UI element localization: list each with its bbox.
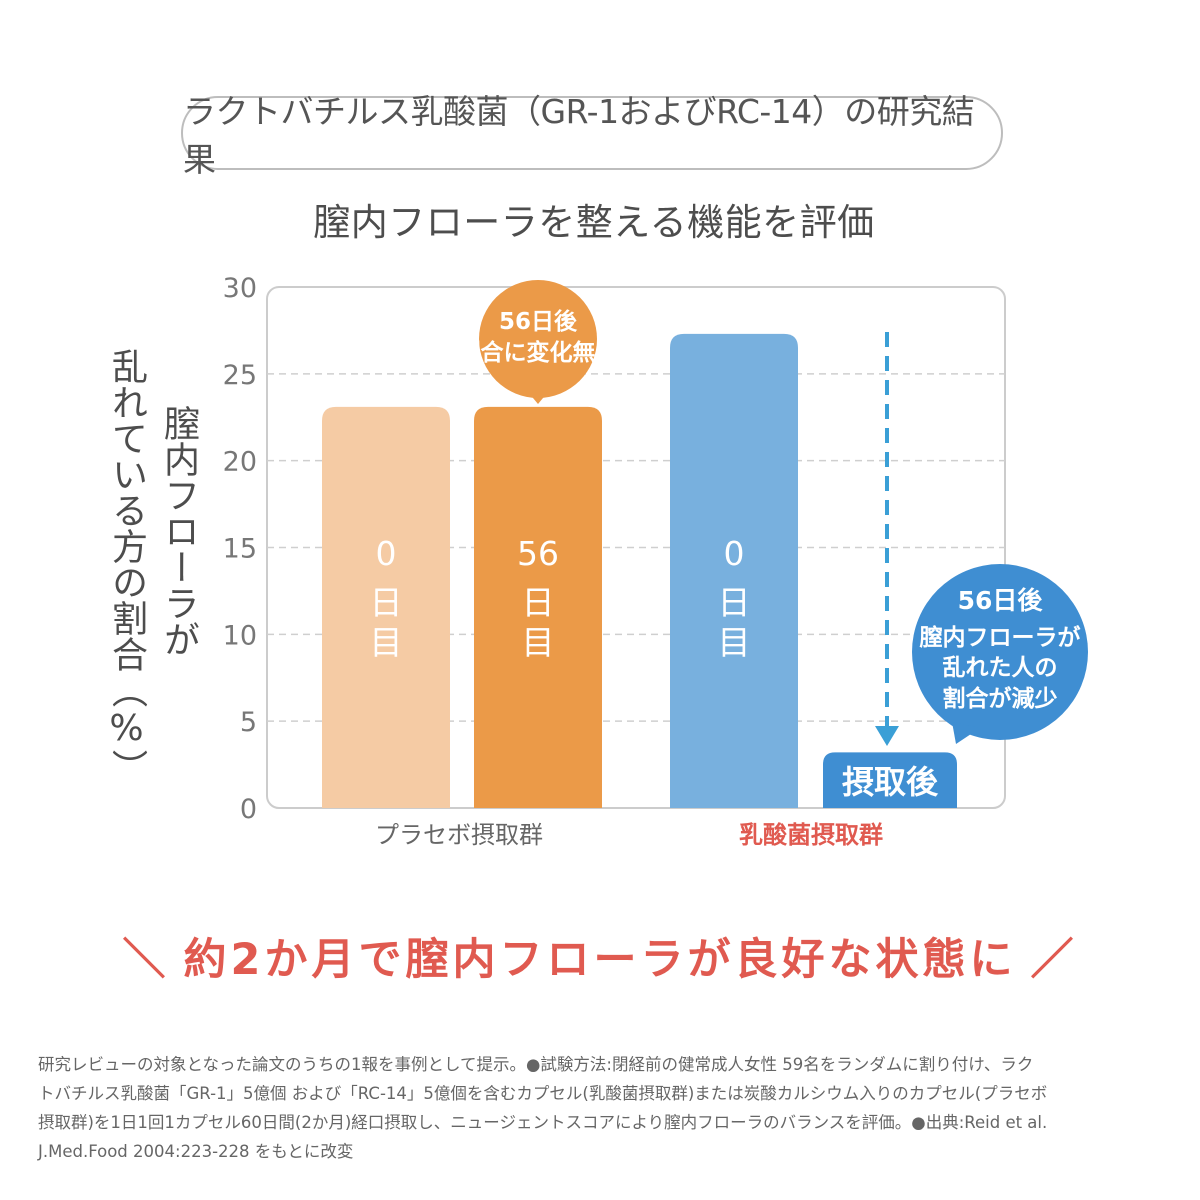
group-label: 乳酸菌摂取群 <box>739 821 883 849</box>
research-title-pill: ラクトバチルス乳酸菌（GR-1およびRC-14）の研究結果 <box>181 92 1003 179</box>
drop-arrow-head <box>875 726 899 746</box>
research-title: ラクトバチルス乳酸菌（GR-1およびRC-14）の研究結果 <box>183 92 975 179</box>
footnote-line: J.Med.Food 2004:223-228 をもとに改変 <box>38 1142 354 1161</box>
bar <box>474 406 602 808</box>
footnote-line: 研究レビューの対象となった論文のうちの1報を事例として提示。●試験方法:閉経前の… <box>38 1055 1034 1074</box>
y-tick-label: 5 <box>240 707 257 738</box>
y-tick-label: 0 <box>240 794 257 825</box>
y-tick-label: 25 <box>223 360 257 391</box>
annotation-bubble-tail <box>528 392 548 404</box>
bar <box>823 752 957 808</box>
bar-label: 日 <box>718 583 751 622</box>
bar-label: 0 <box>376 534 397 573</box>
bar-label: 摂取後 <box>842 763 939 801</box>
annotation-text: 割合に変化無し <box>458 339 619 366</box>
annotation-text: 乱れた人の <box>943 655 1058 681</box>
bar-label: 56 <box>517 534 559 573</box>
y-tick-label: 15 <box>223 534 257 565</box>
annotation-text: 膣内フローラが <box>920 624 1081 651</box>
annotation-bubble-tail <box>952 722 980 744</box>
footnote-line: 摂取群)を1日1回1カプセル60日間(2か月)経口摂取し、ニュージェントスコアに… <box>38 1113 1048 1132</box>
bar-chart: 0510152025300日目56日目0日目摂取後56日後割合に変化無し56日後… <box>223 273 1088 849</box>
chart-subtitle: 膣内フローラを整える機能を評価 <box>313 201 875 244</box>
y-tick-label: 10 <box>223 620 257 651</box>
footnote: 研究レビューの対象となった論文のうちの1報を事例として提示。●試験方法:閉経前の… <box>38 1050 1168 1166</box>
tagline-left-mark: ＼ <box>122 935 170 985</box>
tagline: ＼ 約2か月で膣内フローラが良好な状態に ／ <box>0 925 1200 987</box>
bar-label: 日 <box>370 583 403 622</box>
bar-label: 0 <box>724 534 745 573</box>
bar <box>322 406 450 808</box>
tagline-text: 約2か月で膣内フローラが良好な状態に <box>183 935 1017 985</box>
annotation-text: 割合が減少 <box>943 685 1058 712</box>
bar-label: 目 <box>370 623 403 662</box>
tagline-right-mark: ／ <box>1030 935 1078 985</box>
y-axis-label-line2: 乱れている方の割合（%） <box>106 348 147 785</box>
annotation-bubble-placebo <box>479 280 597 398</box>
bar-label: 目 <box>718 623 751 662</box>
y-tick-label: 20 <box>223 447 257 478</box>
annotation-text: 56日後 <box>958 586 1044 615</box>
annotation-bubble-lactobacillus <box>912 564 1088 740</box>
y-tick-label: 30 <box>223 273 257 304</box>
footnote-line: トバチルス乳酸菌「GR-1」5億個 および「RC-14」5億個を含むカプセル(乳… <box>38 1084 1048 1103</box>
bar-label: 目 <box>522 623 555 662</box>
bar <box>670 333 798 808</box>
annotation-text: 56日後 <box>499 308 578 335</box>
y-axis-label-line1: 膣内フローラが <box>158 405 199 657</box>
bar-label: 日 <box>522 583 555 622</box>
group-label: プラセボ摂取群 <box>375 821 543 849</box>
